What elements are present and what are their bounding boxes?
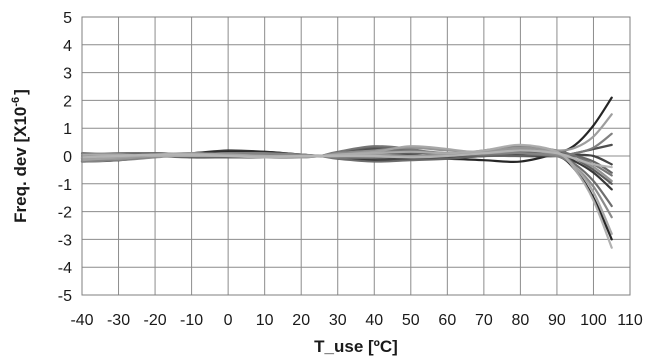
y-tick-label: 3 [63,66,72,83]
series-line-16 [80,149,613,169]
x-tick-label: -40 [70,312,93,329]
x-tick-labels: -40 -30 -20 -10 0 10 20 30 40 50 60 70 80 90 100 110 [70,312,642,329]
y-tick-label: -1 [58,177,72,194]
y-tick-label: -2 [58,205,72,222]
series-line-8 [80,152,613,208]
x-tick-label: 10 [256,312,274,329]
y-tick-label: 5 [63,10,72,27]
series-lines [80,96,613,249]
y-tick-label: 2 [63,93,72,110]
x-tick-label: 100 [580,312,607,329]
x-tick-label: 20 [292,312,310,329]
y-axis-title-text: Freq. dev [X10 [11,107,30,223]
y-axis-title-exponent: -6 [10,97,22,107]
plot-frame [81,16,631,296]
x-tick-label: 60 [438,312,456,329]
y-tick-labels: -5 -4 -3 -2 -1 0 1 2 3 4 5 [58,10,72,305]
x-tick-label: -20 [144,312,167,329]
x-tick-label: 0 [224,312,233,329]
y-tick-label: -3 [58,232,72,249]
y-tick-label: 1 [63,121,72,138]
x-tick-label: 110 [617,312,643,329]
y-tick-label: -5 [58,288,72,305]
x-tick-label: 50 [402,312,420,329]
y-tick-label: -4 [58,260,72,277]
x-tick-label: 90 [548,312,566,329]
x-tick-label: -10 [180,312,203,329]
y-axis-title: Freq. dev [X10-6] [10,89,30,223]
x-tick-label: 40 [365,312,383,329]
x-tick-label: 70 [475,312,493,329]
x-tick-label: -30 [107,312,130,329]
y-axis-title-close: ] [11,89,30,95]
x-tick-label: 80 [512,312,530,329]
x-tick-label: 30 [329,312,347,329]
x-axis-title: T_use [ºC] [314,337,398,356]
y-tick-label: 0 [63,149,72,166]
y-tick-label: 4 [63,38,72,55]
series-line-2 [80,152,613,241]
series-line-11 [80,151,613,219]
